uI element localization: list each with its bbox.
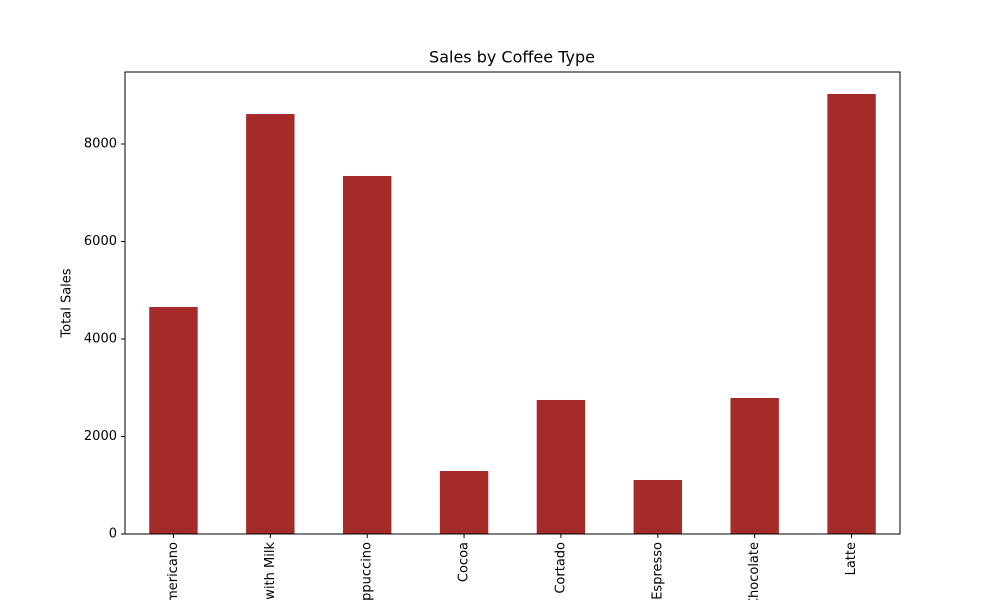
x-tick-label: Hot Chocolate bbox=[747, 542, 762, 600]
bar bbox=[633, 479, 683, 534]
plot-frame bbox=[124, 71, 901, 535]
x-tick-label: Cappuccino bbox=[360, 542, 375, 600]
y-tick-label: 6000 bbox=[84, 234, 117, 249]
bar bbox=[439, 471, 489, 534]
x-tick-label: Cocoa bbox=[457, 542, 472, 582]
bar bbox=[827, 93, 876, 534]
bar bbox=[149, 307, 198, 534]
bar bbox=[342, 175, 392, 534]
y-tick-label: 4000 bbox=[84, 332, 117, 347]
y-axis-label: Total Sales bbox=[60, 268, 75, 338]
bar bbox=[536, 399, 586, 534]
x-tick-label: Latte bbox=[844, 542, 859, 575]
x-tick-label: Cortado bbox=[553, 542, 568, 594]
chart-title: Sales by Coffee Type bbox=[429, 48, 595, 67]
bar bbox=[730, 397, 779, 534]
y-tick-label: 2000 bbox=[84, 429, 117, 444]
x-tick-label: Americano with Milk bbox=[263, 542, 278, 600]
x-tick-label: Espresso bbox=[650, 542, 665, 600]
x-tick-label: Americano bbox=[166, 542, 181, 600]
y-tick-label: 0 bbox=[109, 527, 117, 542]
bar bbox=[246, 114, 295, 534]
y-tick-label: 8000 bbox=[84, 137, 117, 152]
